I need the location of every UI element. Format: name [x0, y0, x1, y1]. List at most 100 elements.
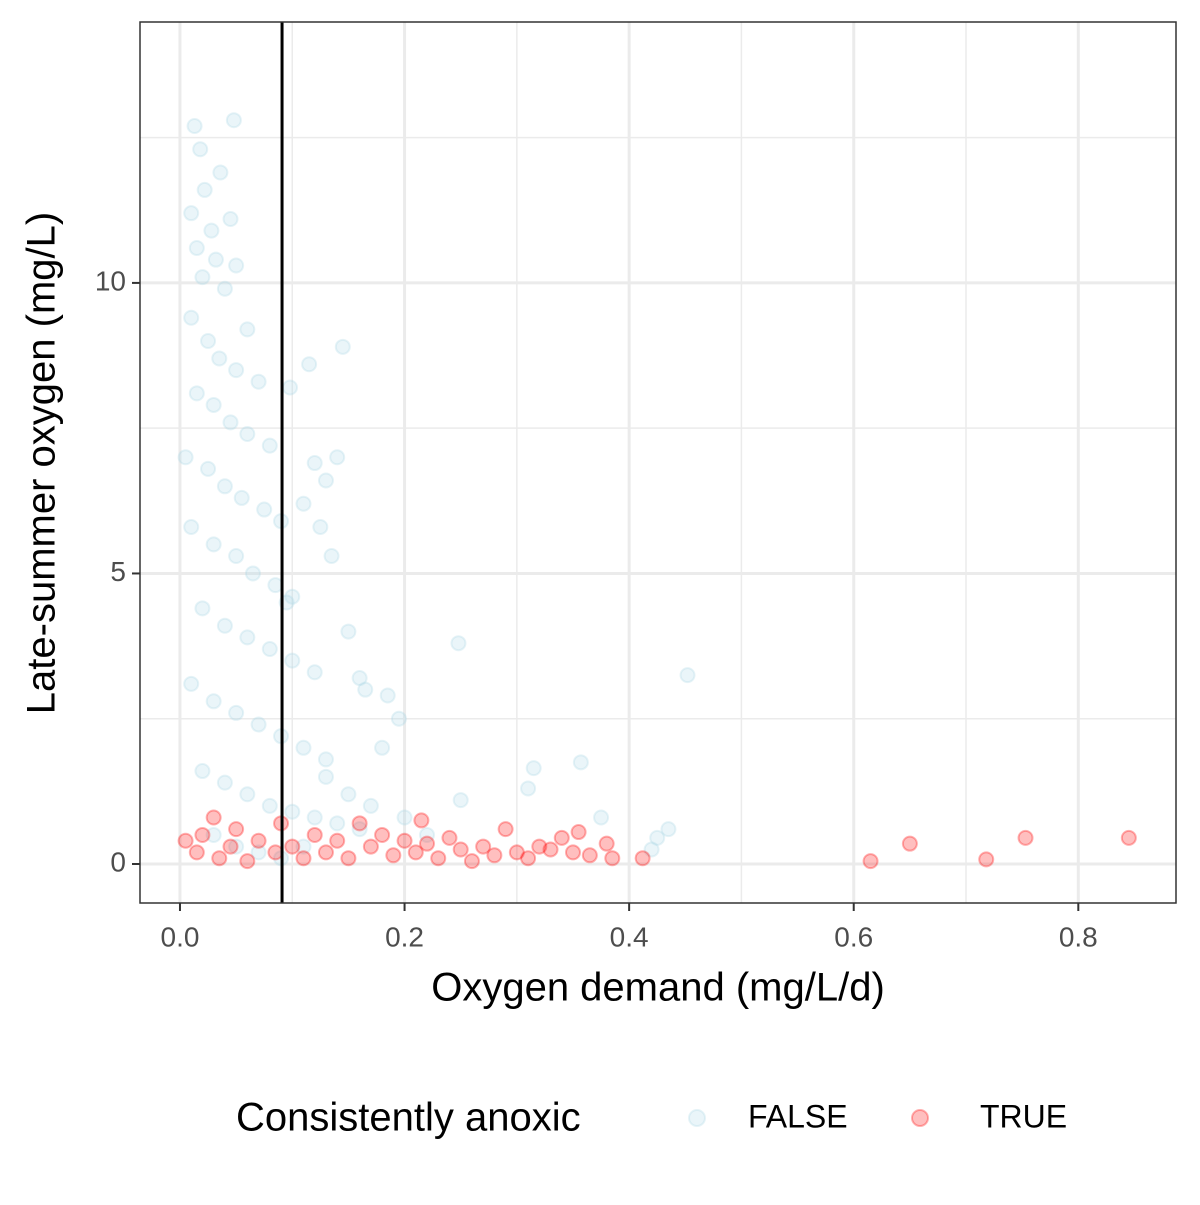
point: [407, 844, 424, 861]
point: [317, 472, 334, 489]
point: [284, 838, 301, 855]
point: [200, 460, 217, 477]
point: [334, 338, 351, 355]
point: [228, 548, 245, 565]
point: [413, 812, 430, 829]
point: [329, 449, 346, 466]
point: [222, 210, 239, 227]
point: [188, 385, 205, 402]
point: [553, 829, 570, 846]
x-tick-label: 0.0: [161, 921, 200, 952]
point: [430, 850, 447, 867]
point: [351, 815, 368, 832]
point: [183, 518, 200, 535]
point: [660, 821, 677, 838]
point: [643, 841, 660, 858]
point: [196, 181, 213, 198]
point: [295, 495, 312, 512]
x-tick-label: 0.8: [1059, 921, 1098, 952]
point: [312, 518, 329, 535]
point: [183, 675, 200, 692]
point: [634, 850, 651, 867]
point: [374, 826, 391, 843]
point: [317, 751, 334, 768]
point: [222, 838, 239, 855]
point: [228, 704, 245, 721]
point: [244, 565, 261, 582]
point: [340, 623, 357, 640]
point: [239, 786, 256, 803]
point: [205, 809, 222, 826]
point: [508, 844, 525, 861]
point: [192, 141, 209, 158]
point: [212, 164, 229, 181]
point: [207, 251, 224, 268]
point: [205, 693, 222, 710]
point: [177, 449, 194, 466]
point: [205, 536, 222, 553]
point: [649, 829, 666, 846]
x-tick-label: 0.2: [385, 921, 424, 952]
point: [194, 826, 211, 843]
point: [520, 850, 537, 867]
point: [228, 362, 245, 379]
x-tick-label: 0.6: [834, 921, 873, 952]
point: [282, 379, 299, 396]
point: [1120, 829, 1137, 846]
point: [205, 396, 222, 413]
y-axis-title: Late-summer oxygen (mg/L): [20, 212, 64, 714]
point: [186, 118, 203, 135]
point: [340, 850, 357, 867]
point: [385, 847, 402, 864]
point: [329, 832, 346, 849]
point: [267, 577, 284, 594]
point: [211, 850, 228, 867]
point: [177, 832, 194, 849]
point: [261, 797, 278, 814]
point: [188, 240, 205, 257]
point: [183, 309, 200, 326]
point: [679, 667, 696, 684]
x-tick-label: 0.4: [610, 921, 649, 952]
point: [228, 838, 245, 855]
point: [374, 739, 391, 756]
y-tick-label: 0: [110, 846, 126, 877]
point: [284, 803, 301, 820]
point: [542, 841, 559, 858]
point: [250, 844, 267, 861]
point: [216, 280, 233, 297]
point: [306, 455, 323, 472]
point: [228, 257, 245, 274]
legend-title: Consistently anoxic: [236, 1096, 581, 1140]
point: [564, 844, 581, 861]
point: [340, 786, 357, 803]
point: [531, 838, 548, 855]
point: [450, 635, 467, 652]
point: [475, 838, 492, 855]
point: [194, 269, 211, 286]
point: [379, 687, 396, 704]
point: [572, 754, 589, 771]
point: [901, 835, 918, 852]
point: [593, 809, 610, 826]
point: [1017, 829, 1034, 846]
x-axis-title: Oxygen demand (mg/L/d): [431, 966, 885, 1010]
point: [396, 809, 413, 826]
point: [351, 670, 368, 687]
point: [233, 489, 250, 506]
point: [520, 780, 537, 797]
point: [452, 841, 469, 858]
point: [250, 373, 267, 390]
point: [261, 641, 278, 658]
point: [239, 425, 256, 442]
point: [306, 809, 323, 826]
point: [317, 768, 334, 785]
point: [604, 850, 621, 867]
point: [351, 821, 368, 838]
point: [301, 356, 318, 373]
panel-border: [139, 21, 1177, 904]
point: [267, 844, 284, 861]
point: [261, 437, 278, 454]
legend-label: TRUE: [980, 1098, 1067, 1134]
